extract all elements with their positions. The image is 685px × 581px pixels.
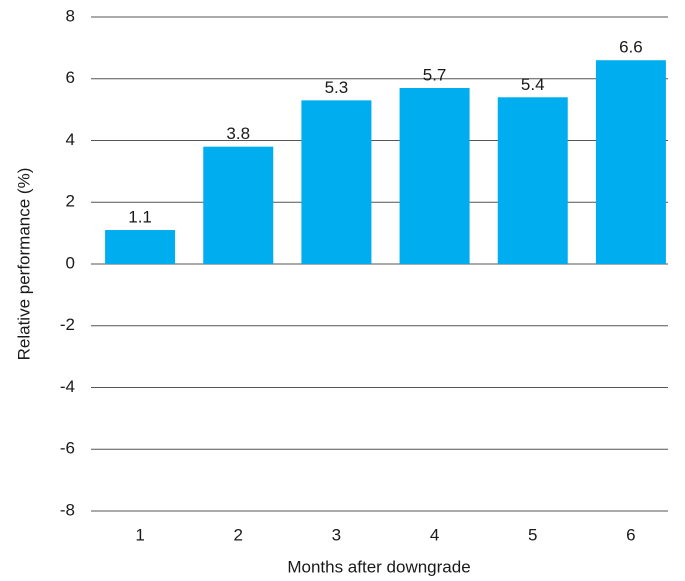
bar	[595, 60, 666, 264]
y-tick-label: -8	[60, 500, 75, 519]
y-tick-label: -4	[60, 377, 75, 396]
value-label: 6.6	[619, 38, 643, 57]
bar	[105, 230, 176, 264]
x-tick-label: 3	[332, 525, 341, 544]
value-label: 5.7	[423, 65, 447, 84]
y-tick-label: 0	[66, 253, 75, 272]
value-label: 1.1	[128, 208, 152, 227]
x-tick-label: 4	[430, 525, 439, 544]
value-label: 3.8	[226, 124, 250, 143]
x-tick-label: 1	[135, 525, 144, 544]
bar	[301, 100, 372, 264]
y-tick-label: -2	[60, 315, 75, 334]
y-tick-label: 8	[66, 6, 75, 25]
y-tick-label: 4	[66, 130, 75, 149]
y-tick-label: 6	[66, 68, 75, 87]
bar	[203, 146, 274, 264]
x-tick-label: 6	[626, 525, 635, 544]
x-tick-label: 5	[528, 525, 537, 544]
y-tick-label: -6	[60, 439, 75, 458]
y-tick-label: 2	[66, 192, 75, 211]
bar	[497, 97, 568, 265]
x-axis-label: Months after downgrade	[287, 557, 470, 576]
x-tick-label: 2	[234, 525, 243, 544]
value-label: 5.4	[521, 75, 545, 94]
bar	[399, 88, 470, 264]
y-axis-label: Relative performance (%)	[14, 168, 33, 361]
value-label: 5.3	[325, 78, 349, 97]
